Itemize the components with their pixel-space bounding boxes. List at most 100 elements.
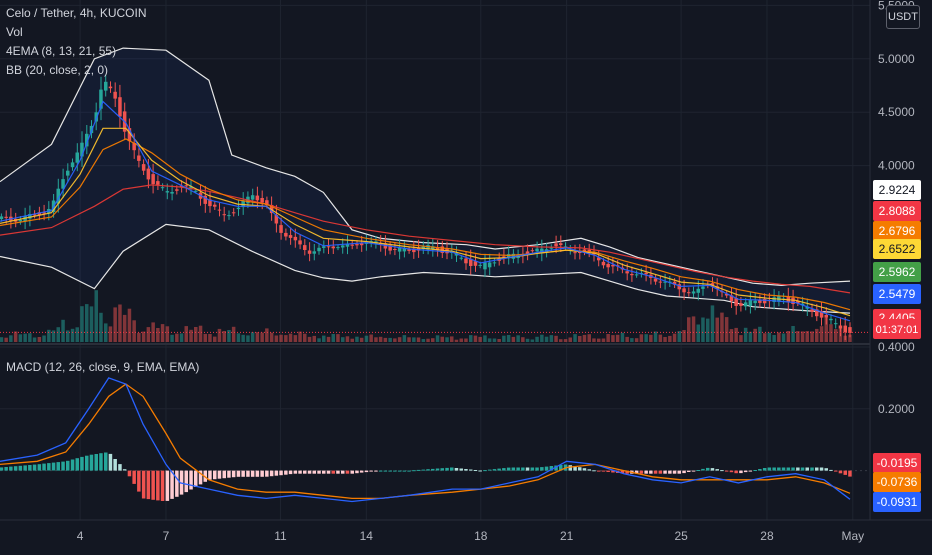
macd-histogram-bar: [416, 469, 421, 471]
candle: [132, 143, 136, 151]
macd-histogram-bar: [592, 470, 596, 472]
macd-histogram-bar: [265, 470, 269, 477]
volume-bar: [28, 333, 32, 342]
volume-bar: [701, 317, 705, 342]
candle: [687, 292, 691, 294]
macd-histogram-bar: [573, 466, 577, 471]
candle: [303, 245, 307, 250]
candle: [762, 298, 767, 304]
currency-selector[interactable]: USDT: [886, 5, 920, 29]
volume-bar: [772, 335, 776, 342]
candle: [525, 251, 530, 254]
macd-histogram-bar: [42, 463, 46, 471]
macd-histogram-bar: [260, 470, 264, 477]
volume-indicator-label[interactable]: Vol: [6, 25, 23, 39]
candle: [28, 214, 32, 219]
macd-histogram-bar: [175, 470, 179, 497]
volume-bar: [217, 328, 222, 342]
candle: [4, 216, 8, 218]
volume-bar: [137, 332, 141, 342]
macd-line: [0, 377, 851, 503]
candle: [70, 162, 75, 168]
volume-bar: [156, 328, 160, 342]
macd-histogram-bar: [56, 462, 60, 471]
macd-histogram-bar: [227, 470, 231, 478]
macd-histogram-bar: [47, 463, 51, 471]
macd-histogram-bar: [601, 470, 606, 472]
symbol-title[interactable]: Celo / Tether, 4h, KUCOIN: [6, 6, 147, 20]
macd-histogram-bar: [75, 458, 79, 471]
volume-bar: [47, 329, 51, 342]
volume-bar: [284, 335, 288, 342]
macd-histogram-bar: [843, 470, 847, 475]
candle: [66, 170, 70, 176]
candle: [175, 189, 179, 191]
macd-histogram-bar: [597, 470, 601, 472]
candle: [644, 272, 648, 275]
macd-histogram-bar: [85, 455, 89, 471]
candle: [89, 125, 94, 134]
volume-bar: [729, 329, 734, 342]
candle: [160, 187, 165, 189]
volume-bar: [734, 327, 738, 342]
volume-bar: [516, 335, 520, 342]
candle: [350, 244, 354, 246]
volume-bar: [687, 317, 691, 342]
macd-histogram-bar: [786, 467, 791, 471]
volume-bar: [364, 335, 369, 342]
volume-bar: [582, 334, 587, 342]
candle: [810, 309, 814, 312]
macd-histogram: [0, 452, 852, 501]
macd-histogram-bar: [724, 470, 729, 472]
volume-bar: [696, 324, 700, 342]
candle: [611, 264, 615, 267]
macd-histogram-bar: [706, 467, 710, 471]
volume-bar: [269, 332, 274, 342]
candle: [407, 249, 411, 251]
volume-bar: [18, 334, 23, 342]
volume-bar: [483, 335, 487, 342]
volume-bar: [578, 336, 582, 342]
macd-histogram-bar: [762, 468, 767, 471]
ema13-line: [0, 127, 851, 317]
candle: [94, 112, 98, 122]
ema-indicator-label[interactable]: 4EMA (8, 13, 21, 55): [6, 44, 117, 58]
macd-histogram-bar: [141, 470, 146, 499]
macd-badge-label: -0.0736: [877, 475, 918, 489]
macd-histogram-bar: [0, 467, 4, 471]
bb-indicator-label[interactable]: BB (20, close, 2, 0): [6, 63, 109, 77]
volume-bar: [80, 306, 84, 342]
candle: [796, 301, 800, 304]
volume-bar: [487, 338, 492, 342]
macd-histogram-bar: [440, 468, 444, 471]
candle: [791, 297, 795, 304]
volume-bar: [715, 317, 719, 342]
macd-histogram-bar: [284, 470, 288, 475]
candle: [559, 243, 563, 245]
volume-bar: [165, 326, 170, 342]
macd-histogram-bar: [156, 470, 160, 501]
candle: [213, 204, 217, 207]
macd-histogram-bar: [99, 453, 103, 471]
candle: [815, 309, 819, 317]
volume-bar: [416, 337, 421, 342]
candle: [37, 212, 42, 216]
volume-bar: [706, 318, 710, 342]
macd-histogram-bar: [312, 470, 316, 474]
macd-histogram-bar: [658, 470, 663, 474]
volume-bar: [781, 333, 786, 342]
volume-bar: [620, 332, 625, 342]
macd-histogram-bar: [241, 470, 245, 477]
volume-bar: [663, 337, 667, 342]
macd-histogram-bar: [739, 470, 743, 474]
macd-histogram-bar: [37, 464, 42, 471]
ema55-line: [0, 184, 851, 294]
macd-histogram-bar: [445, 467, 449, 471]
candle: [203, 195, 207, 204]
macd-histogram-bar: [132, 470, 136, 484]
macd-histogram-bar: [113, 459, 117, 471]
macd-histogram-bar: [473, 470, 478, 471]
macd-histogram-bar: [639, 470, 644, 474]
macd-indicator-label[interactable]: MACD (12, 26, close, 9, EMA, EMA): [6, 360, 200, 374]
